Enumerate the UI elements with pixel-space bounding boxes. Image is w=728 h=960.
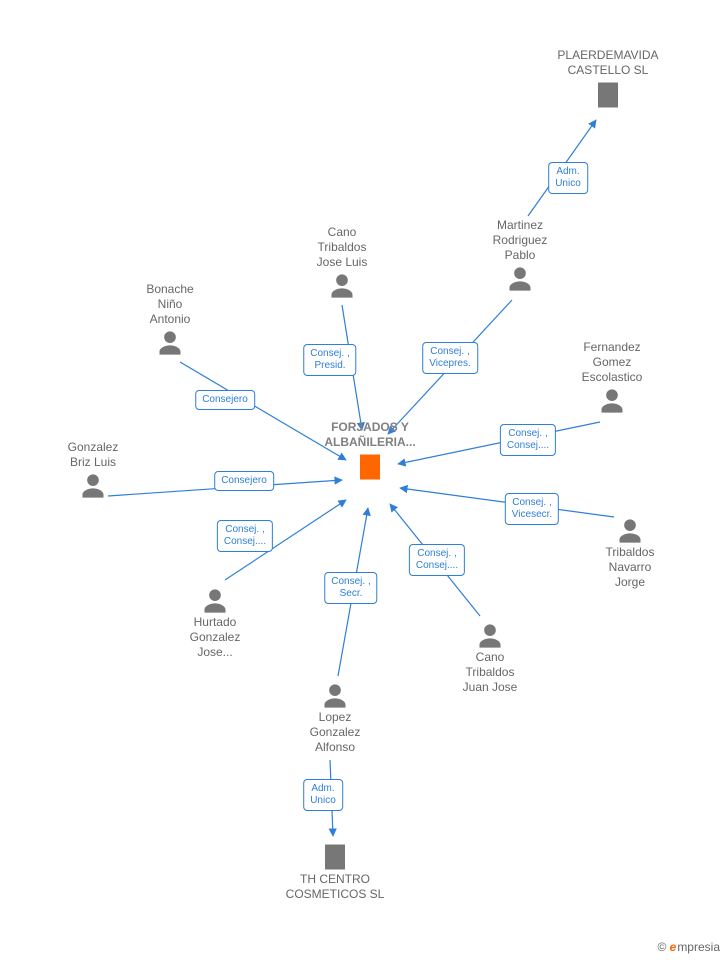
edge-label: Adm. Unico (548, 162, 588, 194)
edge-label: Consej. , Vicepres. (422, 342, 478, 374)
node-label: TribaldosNavarroJorge (606, 545, 655, 589)
edge-label: Consej. , Vicesecr. (505, 493, 559, 525)
node-label: MartinezRodriguezPablo (493, 218, 548, 262)
edge-label: Consejero (195, 390, 255, 410)
node-martinez: MartinezRodriguezPablo (460, 218, 580, 293)
center-label: FORJADOS Y ALBAÑILERIA... (324, 420, 415, 449)
node-hurtado: HurtadoGonzalezJose... (155, 585, 275, 660)
node-label: HurtadoGonzalezJose... (190, 615, 241, 659)
diagram-canvas: FORJADOS Y ALBAÑILERIA... PLAERDEMAVIDAC… (0, 0, 728, 960)
edge-label: Consej. , Consej.... (409, 544, 465, 576)
node-label: PLAERDEMAVIDACASTELLO SL (557, 48, 658, 77)
edge-label: Consej. , Presid. (303, 344, 356, 376)
node-label: LopezGonzalezAlfonso (310, 710, 361, 754)
node-cano_jl: CanoTribaldosJose Luis (282, 225, 402, 300)
edge-label: Consej. , Consej.... (217, 520, 273, 552)
building-icon (355, 452, 385, 482)
node-label: FernandezGomezEscolastico (582, 340, 643, 384)
node-cano_jj: CanoTribaldosJuan Jose (430, 620, 550, 695)
node-fernandez: FernandezGomezEscolastico (552, 340, 672, 415)
node-label: CanoTribaldosJose Luis (317, 225, 368, 269)
node-label: BonacheNiñoAntonio (146, 282, 193, 326)
center-node: FORJADOS Y ALBAÑILERIA... (310, 420, 430, 482)
edge-label: Adm. Unico (303, 779, 343, 811)
edge-label: Consej. , Consej.... (500, 424, 556, 456)
node-plaerdemavida: PLAERDEMAVIDACASTELLO SL (548, 48, 668, 110)
node-gonzalez_briz: GonzalezBriz Luis (33, 440, 153, 500)
node-label: TH CENTROCOSMETICOS SL (286, 872, 385, 901)
edge-label: Consej. , Secr. (324, 572, 377, 604)
node-bonache: BonacheNiñoAntonio (110, 282, 230, 357)
node-lopez: LopezGonzalezAlfonso (275, 680, 395, 755)
node-label: GonzalezBriz Luis (68, 440, 119, 469)
node-tribaldos_nav: TribaldosNavarroJorge (570, 515, 690, 590)
node-label: CanoTribaldosJuan Jose (463, 650, 518, 694)
edge-label: Consejero (214, 471, 274, 491)
node-th_centro: TH CENTROCOSMETICOS SL (275, 840, 395, 902)
